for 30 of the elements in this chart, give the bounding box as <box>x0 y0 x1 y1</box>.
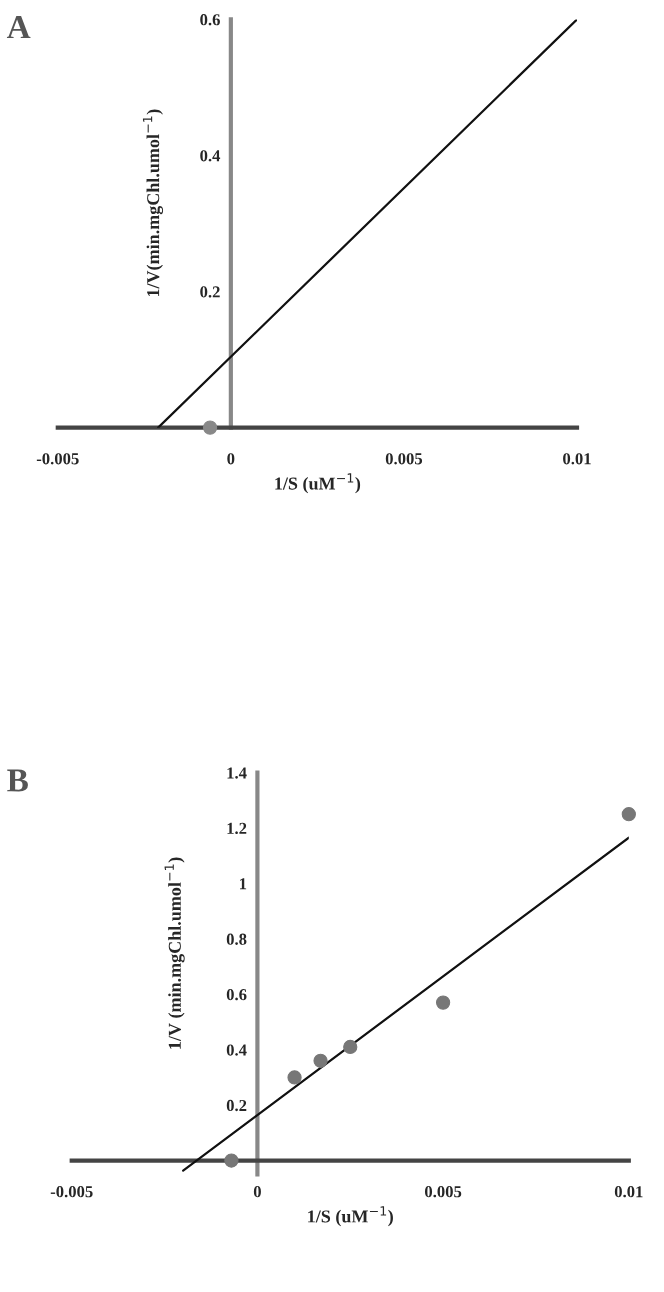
x-tick-label: -0.005 <box>36 453 79 465</box>
y-tick-label: 0.2 <box>200 286 220 298</box>
y-tick-label: 0.8 <box>226 933 247 945</box>
y-axis-title: 1/V (min.mgChl.umol$^{−1}$) <box>164 857 185 1049</box>
chart-title: A <box>6 16 31 39</box>
y-tick-label: 0.6 <box>226 989 247 1001</box>
point <box>435 995 451 1010</box>
chart-title: B <box>7 769 28 792</box>
point <box>313 1053 328 1068</box>
y-tick-label: 1 <box>240 878 247 890</box>
x-tick-label: 0 <box>253 1186 261 1198</box>
point <box>224 1153 239 1168</box>
y-tick-label: 0.4 <box>226 1044 247 1056</box>
point <box>343 1039 358 1055</box>
y-tick-label: 0.2 <box>226 1099 247 1112</box>
y-tick-label: 1.2 <box>227 822 247 835</box>
y-tick-label: 0.4 <box>200 150 221 162</box>
x-axis-title: 1/S (uM$^{−1}$) <box>308 1206 393 1227</box>
x-tick-label: 0.01 <box>563 453 591 465</box>
x-tick-label: 0.01 <box>614 1186 643 1198</box>
y-tick-label: 1.4 <box>227 767 247 779</box>
y-tick-label: 0.6 <box>200 14 220 26</box>
x-tick-label: 0.005 <box>385 453 423 465</box>
x-tick-label: 0.005 <box>424 1186 462 1198</box>
point <box>621 807 636 822</box>
x-tick-label: 0 <box>227 453 235 465</box>
point <box>287 1070 302 1085</box>
x-tick-label: -0.005 <box>50 1186 93 1198</box>
y-axis-title: 1/V(min.mgChl.umol$^{−1}$) <box>142 109 164 297</box>
x-axis-title: 1/S (uM$^{−1}$) <box>275 473 361 494</box>
